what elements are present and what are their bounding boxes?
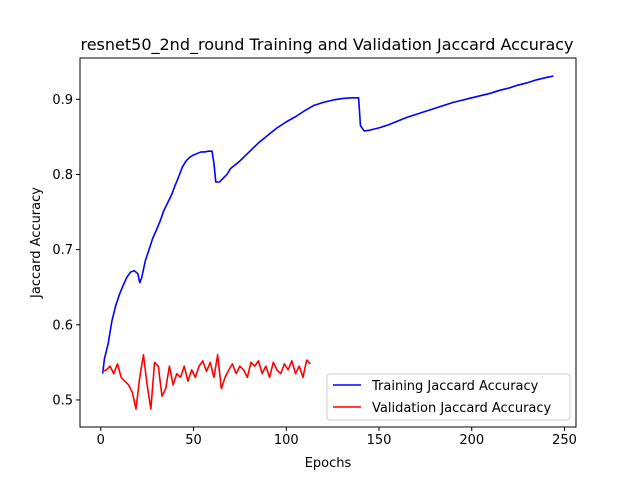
plot-area [79,57,577,428]
legend-box [326,373,571,421]
y-tick-label: 0.9 [52,93,73,108]
x-tick-label: 200 [459,433,484,448]
chart-title: resnet50_2nd_round Training and Validati… [80,35,573,55]
legend-label-training: Training Jaccard Accuracy [371,379,539,394]
y-tick-label: 0.8 [52,168,73,183]
y-tick-label: 0.7 [52,243,73,258]
x-axis-label: Epochs [305,456,352,471]
legend-label-validation: Validation Jaccard Accuracy [372,401,552,416]
legend: Training Jaccard Accuracy Validation Jac… [326,373,571,421]
y-axis-label: Jaccard Accuracy [29,187,44,299]
x-tick-label: 0 [97,433,105,448]
plot-frame [79,57,577,428]
x-axis: 0 50 100 150 200 250 [97,427,577,448]
validation-accuracy-line [102,354,311,410]
x-tick-label: 100 [274,433,299,448]
x-tick-label: 50 [185,433,202,448]
y-tick-label: 0.5 [52,393,73,408]
training-accuracy-line [101,75,554,374]
series-layer [101,75,554,410]
y-tick-label: 0.6 [52,318,73,333]
x-tick-label: 150 [367,433,392,448]
x-tick-label: 250 [552,433,577,448]
y-axis: 0.5 0.6 0.7 0.8 0.9 [52,93,80,408]
